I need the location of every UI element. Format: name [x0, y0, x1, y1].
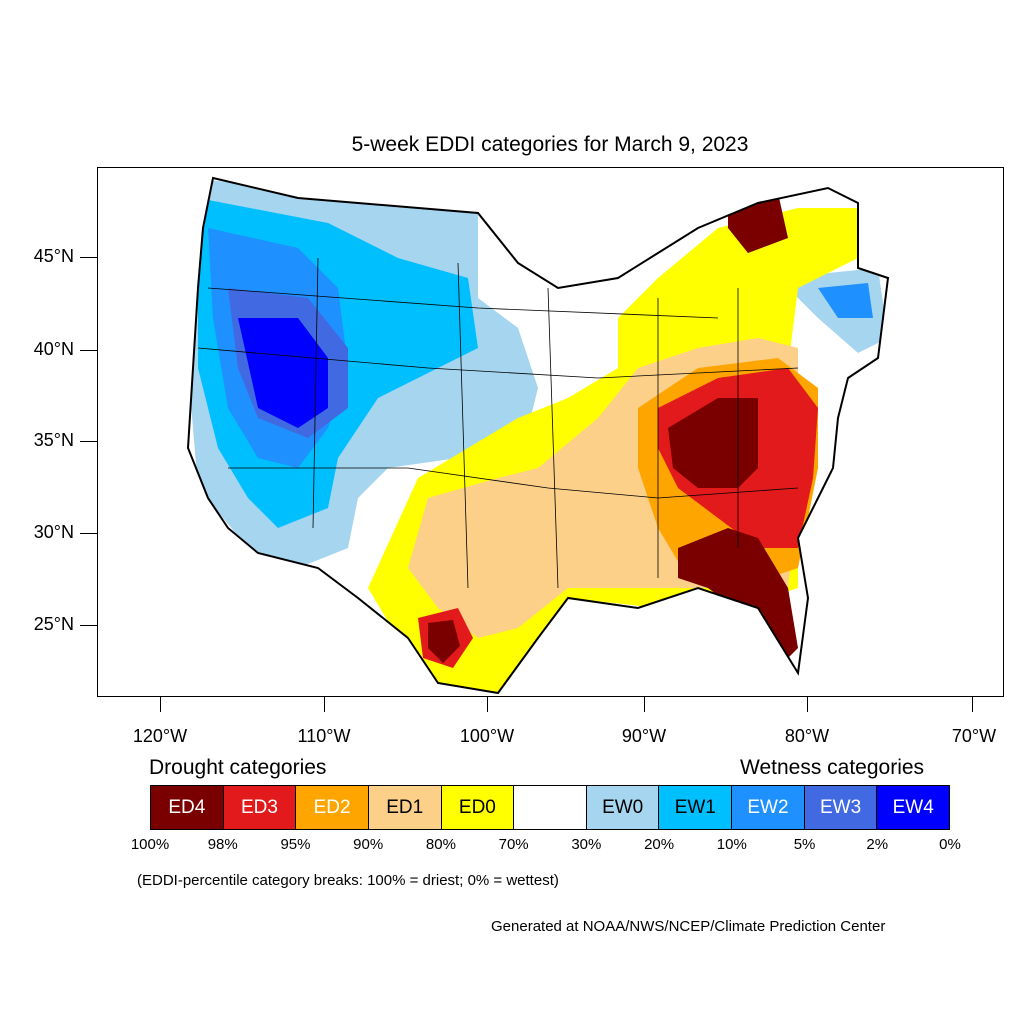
legend-box-ed4: ED4	[151, 786, 224, 829]
legend-box-ew4: EW4	[877, 786, 950, 829]
lat-label-45: 45°N	[33, 246, 74, 266]
lon-label-90w: 90°W	[621, 726, 667, 746]
credit-line: Generated at NOAA/NWS/NCEP/Climate Predi…	[491, 918, 886, 935]
legend-box-ed1: ED1	[368, 786, 442, 829]
lon-tick	[972, 697, 973, 712]
percentile-label: 20%	[644, 836, 675, 853]
northeast-ew2-region	[818, 283, 873, 318]
state-borders	[197, 257, 799, 589]
lat-tick	[80, 257, 97, 258]
percentile-label: 100%	[130, 836, 170, 853]
lat-label-30: 30°N	[33, 522, 74, 542]
legend-box-ed0: ED0	[441, 786, 515, 829]
coastline	[186, 176, 890, 695]
legend-box-neutral	[514, 786, 587, 829]
percentile-label: 90%	[353, 836, 384, 853]
west-ew4-region	[238, 318, 328, 428]
legend-box-ew3: EW3	[804, 786, 878, 829]
percentile-label: 70%	[498, 836, 529, 853]
category-note: (EDDI-percentile category breaks: 100% =…	[137, 872, 559, 889]
percentile-label: 95%	[280, 836, 311, 853]
wetness-heading: Wetness categories	[740, 756, 925, 779]
lat-tick	[80, 441, 97, 442]
lon-tick	[160, 697, 161, 712]
lon-label-120w: 120°W	[132, 726, 188, 746]
legend-box-ew0: EW0	[586, 786, 660, 829]
lat-tick	[80, 625, 97, 626]
lon-label-80w: 80°W	[784, 726, 830, 746]
map-canvas	[186, 176, 890, 695]
percentile-label: 98%	[207, 836, 238, 853]
lon-tick	[324, 697, 325, 712]
texas-ed4-region	[428, 620, 460, 663]
legend-box-ew2: EW2	[732, 786, 805, 829]
lon-label-100w: 100°W	[459, 726, 515, 746]
lon-tick	[807, 697, 808, 712]
map-title: 5-week EDDI categories for March 9, 2023	[351, 133, 749, 156]
lat-label-40: 40°N	[33, 339, 74, 359]
percentile-label: 2%	[866, 836, 889, 853]
percentile-label: 10%	[716, 836, 747, 853]
drought-heading: Drought categories	[149, 756, 327, 779]
category-legend: ED4 ED3 ED2 ED1 ED0 EW0 EW1 EW2 EW3 EW4	[150, 785, 950, 830]
lat-tick	[80, 533, 97, 534]
southeast-ed4-region	[668, 398, 758, 488]
lon-tick	[487, 697, 488, 712]
percentile-label: 80%	[425, 836, 456, 853]
eddi-map	[97, 167, 1004, 697]
lat-tick	[80, 350, 97, 351]
legend-box-ed2: ED2	[296, 786, 369, 829]
percentile-label: 30%	[571, 836, 602, 853]
lat-label-35: 35°N	[33, 430, 74, 450]
lon-tick	[644, 697, 645, 712]
lon-label-110w: 110°W	[297, 726, 351, 746]
percentile-label: 5%	[793, 836, 816, 853]
percentile-label: 0%	[939, 836, 961, 853]
lat-label-25: 25°N	[33, 614, 74, 634]
legend-box-ew1: EW1	[659, 786, 733, 829]
lon-label-70w: 70°W	[951, 726, 997, 746]
legend-box-ed3: ED3	[223, 786, 297, 829]
